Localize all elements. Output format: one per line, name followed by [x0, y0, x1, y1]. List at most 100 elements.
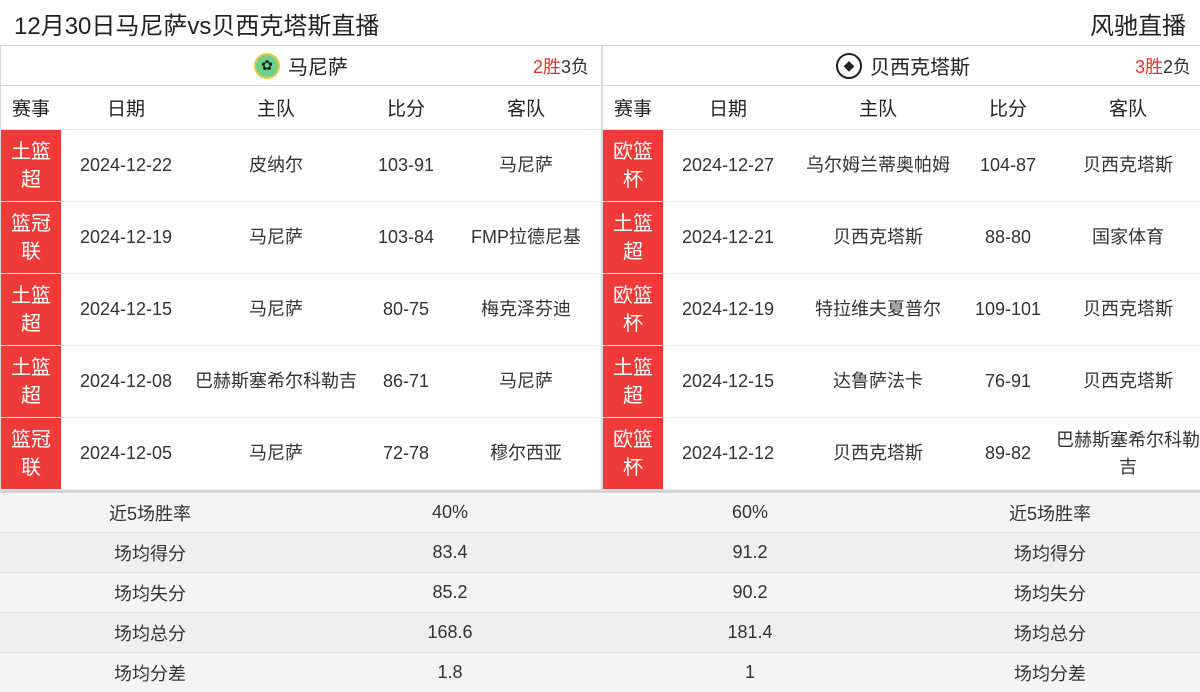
- stats-row: 近5场胜率40%60%近5场胜率: [0, 492, 1200, 532]
- col-away: 客队: [1053, 86, 1200, 130]
- cell-home: 马尼萨: [191, 418, 361, 490]
- cell-date: 2024-12-21: [663, 202, 793, 274]
- cell-date: 2024-12-15: [61, 274, 191, 346]
- table-row: 土篮超2024-12-08巴赫斯塞希尔科勒吉86-71马尼萨: [1, 346, 601, 418]
- stats-label-left: 场均总分: [0, 620, 300, 646]
- table-row: 土篮超2024-12-15达鲁萨法卡76-91贝西克塔斯: [603, 346, 1200, 418]
- stats-label-left: 场均失分: [0, 580, 300, 606]
- cell-score: 72-78: [361, 418, 451, 490]
- left-team-header: ✿ 马尼萨 2胜3负: [1, 46, 601, 86]
- stats-block: 近5场胜率40%60%近5场胜率场均得分83.491.2场均得分场均失分85.2…: [0, 491, 1200, 692]
- cell-away: 穆尔西亚: [451, 418, 601, 490]
- stats-value-left: 40%: [300, 502, 600, 523]
- cell-home: 贝西克塔斯: [793, 202, 963, 274]
- left-table-header: 赛事 日期 主队 比分 客队: [1, 86, 601, 130]
- cell-league: 篮冠联: [1, 418, 61, 490]
- title-bar: 12月30日马尼萨vs贝西克塔斯直播 风驰直播: [0, 0, 1200, 45]
- cell-home: 达鲁萨法卡: [793, 346, 963, 418]
- table-row: 土篮超2024-12-15马尼萨80-75梅克泽芬迪: [1, 274, 601, 346]
- cell-home: 乌尔姆兰蒂奥帕姆: [793, 130, 963, 202]
- cell-league: 土篮超: [1, 346, 61, 418]
- stats-value-left: 168.6: [300, 622, 600, 643]
- brand-name: 风驰直播: [1090, 6, 1186, 41]
- stats-value-right: 181.4: [600, 622, 900, 643]
- cell-score: 104-87: [963, 130, 1053, 202]
- stats-label-right: 场均得分: [900, 540, 1200, 566]
- stats-row: 场均得分83.491.2场均得分: [0, 532, 1200, 572]
- cell-home: 马尼萨: [191, 202, 361, 274]
- col-score: 比分: [361, 86, 451, 130]
- right-team-logo-icon: ◆: [836, 53, 862, 79]
- cell-score: 80-75: [361, 274, 451, 346]
- cell-league: 土篮超: [1, 130, 61, 202]
- cell-home: 贝西克塔斯: [793, 418, 963, 490]
- cell-date: 2024-12-12: [663, 418, 793, 490]
- stats-label-right: 场均失分: [900, 580, 1200, 606]
- right-record: 3胜2负: [1135, 53, 1191, 79]
- cell-league: 欧篮杯: [603, 274, 663, 346]
- right-panel: ◆ 贝西克塔斯 3胜2负 赛事 日期 主队 比分 客队 欧篮杯2024-12-2…: [602, 45, 1200, 491]
- table-row: 欧篮杯2024-12-12贝西克塔斯89-82巴赫斯塞希尔科勒吉: [603, 418, 1200, 490]
- stats-value-left: 85.2: [300, 582, 600, 603]
- table-row: 篮冠联2024-12-05马尼萨72-78穆尔西亚: [1, 418, 601, 490]
- cell-away: 巴赫斯塞希尔科勒吉: [1053, 418, 1200, 490]
- cell-date: 2024-12-22: [61, 130, 191, 202]
- stats-label-right: 近5场胜率: [900, 500, 1200, 526]
- cell-away: 国家体育: [1053, 202, 1200, 274]
- cell-league: 欧篮杯: [603, 418, 663, 490]
- table-row: 土篮超2024-12-21贝西克塔斯88-80国家体育: [603, 202, 1200, 274]
- cell-score: 109-101: [963, 274, 1053, 346]
- stats-label-left: 场均分差: [0, 660, 300, 686]
- col-home: 主队: [793, 86, 963, 130]
- col-date: 日期: [61, 86, 191, 130]
- left-team-logo-icon: ✿: [254, 53, 280, 79]
- stats-label-left: 场均得分: [0, 540, 300, 566]
- left-panel: ✿ 马尼萨 2胜3负 赛事 日期 主队 比分 客队 土篮超2024-12-22皮…: [0, 45, 602, 491]
- stats-label-right: 场均总分: [900, 620, 1200, 646]
- col-league: 赛事: [603, 86, 663, 130]
- cell-score: 103-84: [361, 202, 451, 274]
- table-row: 土篮超2024-12-22皮纳尔103-91马尼萨: [1, 130, 601, 202]
- stats-value-right: 90.2: [600, 582, 900, 603]
- cell-home: 皮纳尔: [191, 130, 361, 202]
- left-record: 2胜3负: [533, 53, 589, 79]
- stats-row: 场均分差1.81场均分差: [0, 652, 1200, 692]
- col-home: 主队: [191, 86, 361, 130]
- cell-score: 86-71: [361, 346, 451, 418]
- col-date: 日期: [663, 86, 793, 130]
- stats-value-right: 60%: [600, 502, 900, 523]
- cell-home: 马尼萨: [191, 274, 361, 346]
- cell-away: 梅克泽芬迪: [451, 274, 601, 346]
- stats-value-right: 91.2: [600, 542, 900, 563]
- cell-away: 马尼萨: [451, 346, 601, 418]
- left-team-name: 马尼萨: [288, 51, 348, 80]
- cell-away: 贝西克塔斯: [1053, 130, 1200, 202]
- stats-value-right: 1: [600, 662, 900, 683]
- cell-home: 巴赫斯塞希尔科勒吉: [191, 346, 361, 418]
- cell-league: 土篮超: [603, 202, 663, 274]
- cell-away: 马尼萨: [451, 130, 601, 202]
- right-team-name: 贝西克塔斯: [870, 51, 970, 80]
- cell-score: 76-91: [963, 346, 1053, 418]
- col-score: 比分: [963, 86, 1053, 130]
- cell-score: 89-82: [963, 418, 1053, 490]
- cell-score: 103-91: [361, 130, 451, 202]
- cell-away: 贝西克塔斯: [1053, 346, 1200, 418]
- page-title: 12月30日马尼萨vs贝西克塔斯直播: [14, 6, 379, 41]
- cell-league: 土篮超: [603, 346, 663, 418]
- cell-league: 欧篮杯: [603, 130, 663, 202]
- col-league: 赛事: [1, 86, 61, 130]
- stats-label-right: 场均分差: [900, 660, 1200, 686]
- stats-row: 场均失分85.290.2场均失分: [0, 572, 1200, 612]
- table-row: 欧篮杯2024-12-27乌尔姆兰蒂奥帕姆104-87贝西克塔斯: [603, 130, 1200, 202]
- stats-value-left: 83.4: [300, 542, 600, 563]
- cell-away: FMP拉德尼基: [451, 202, 601, 274]
- cell-home: 特拉维夫夏普尔: [793, 274, 963, 346]
- cell-date: 2024-12-27: [663, 130, 793, 202]
- cell-date: 2024-12-19: [61, 202, 191, 274]
- cell-date: 2024-12-15: [663, 346, 793, 418]
- stats-value-left: 1.8: [300, 662, 600, 683]
- right-table: 赛事 日期 主队 比分 客队 欧篮杯2024-12-27乌尔姆兰蒂奥帕姆104-…: [603, 86, 1200, 490]
- table-row: 欧篮杯2024-12-19特拉维夫夏普尔109-101贝西克塔斯: [603, 274, 1200, 346]
- cell-score: 88-80: [963, 202, 1053, 274]
